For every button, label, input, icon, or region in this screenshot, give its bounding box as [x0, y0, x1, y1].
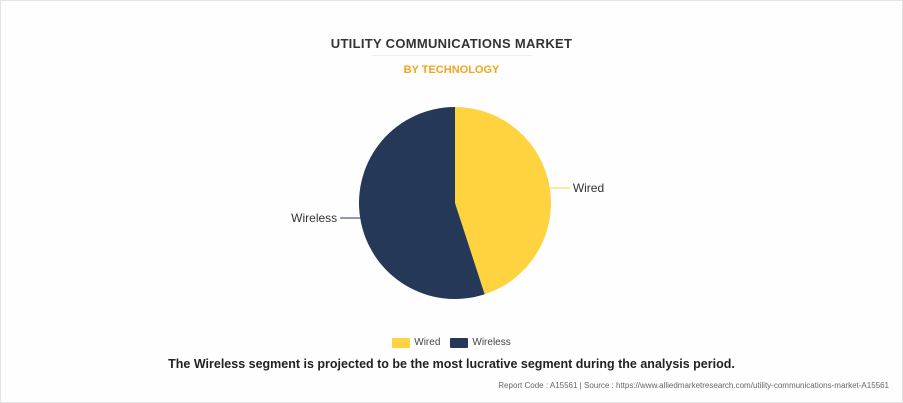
- chart-legend: Wired Wireless: [0, 337, 903, 348]
- pie-slice-wired[interactable]: [455, 107, 552, 295]
- source-footer: Report Code : A15561 | Source : https://…: [498, 381, 889, 390]
- slice-label-wired: Wired: [573, 181, 604, 195]
- source-link[interactable]: Source : https://www.alliedmarketresearc…: [583, 381, 889, 390]
- legend-swatch-wireless: [450, 337, 469, 348]
- title-divider: [372, 55, 532, 56]
- pie-slice-wireless[interactable]: [359, 107, 485, 299]
- legend-label-wired: Wired: [414, 337, 441, 348]
- footer-separator: |: [579, 381, 582, 390]
- chart-title: UTILITY COMMUNICATIONS MARKET: [330, 36, 573, 51]
- legend-item-wireless[interactable]: Wireless: [450, 337, 511, 348]
- slice-label-wireless: Wireless: [291, 211, 337, 225]
- chart-subtitle: BY TECHNOLOGY: [403, 64, 500, 76]
- legend-item-wired[interactable]: Wired: [392, 337, 440, 348]
- legend-label-wireless: Wireless: [472, 337, 511, 348]
- report-code: Report Code : A15561: [498, 381, 578, 390]
- legend-swatch-wired: [392, 337, 411, 348]
- chart-caption: The Wireless segment is projected to be …: [168, 357, 735, 371]
